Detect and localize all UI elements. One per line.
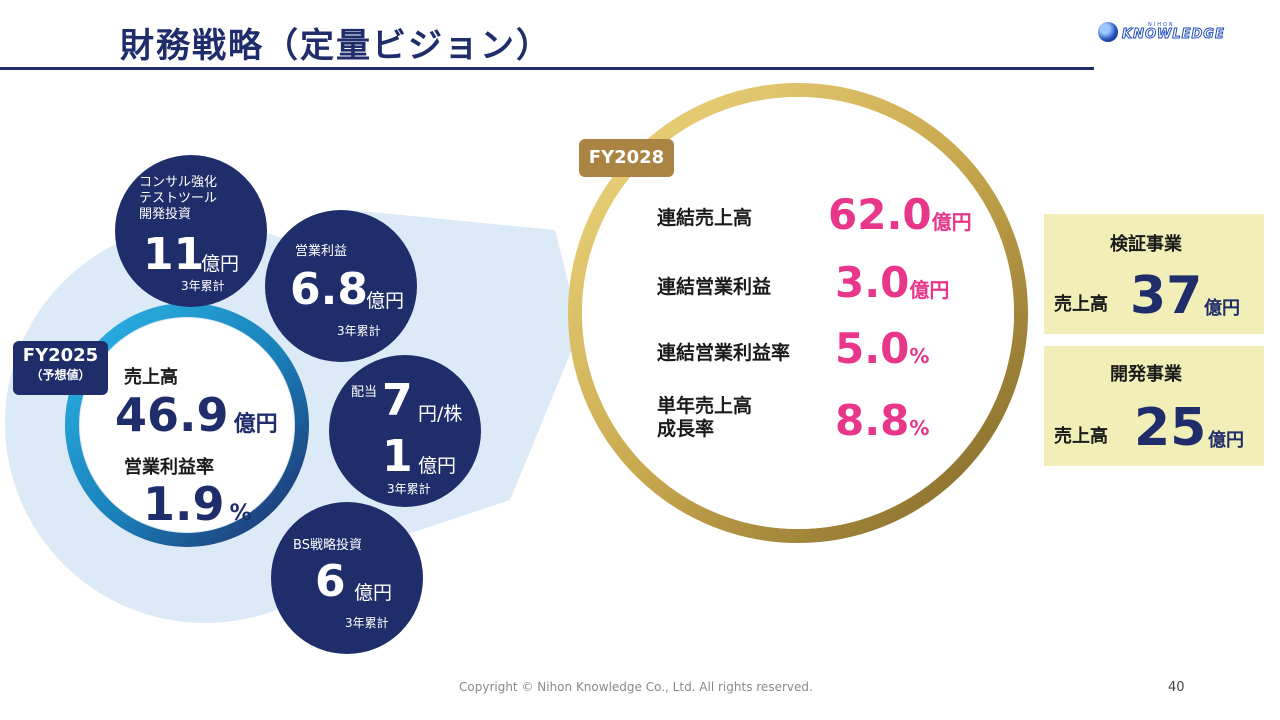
metric-sales-value: 62.0 bbox=[828, 190, 932, 239]
metric-label-growth: 単年売上高 成長率 bbox=[657, 395, 752, 441]
page-title: 財務戦略（定量ビジョン） bbox=[120, 26, 552, 66]
metric-op-profit-unit: 億円 bbox=[909, 278, 950, 302]
segment-development-label: 売上高 bbox=[1054, 426, 1108, 447]
logo-globe-icon bbox=[1098, 22, 1118, 42]
metric-op-margin-value: 5.0 bbox=[835, 324, 910, 373]
bs-invest-value: 6 bbox=[315, 556, 346, 607]
fy2025-margin-value: 1.9 bbox=[143, 477, 225, 531]
fy2025-inner bbox=[80, 318, 294, 532]
page-number: 40 bbox=[1168, 680, 1185, 695]
fy2028-ring bbox=[568, 83, 1028, 543]
company-logo: NIHON KNOWLEDGE bbox=[1098, 22, 1225, 42]
fy2025-year: FY2025 bbox=[22, 345, 99, 366]
dividend-unit-total: 億円 bbox=[418, 455, 457, 477]
logo-main-text: KNOWLEDGE bbox=[1122, 27, 1225, 42]
metric-label-growth-line1: 単年売上高 bbox=[657, 395, 753, 417]
segment-verification-unit: 億円 bbox=[1204, 298, 1240, 319]
bs-invest-unit: 億円 bbox=[354, 582, 393, 604]
consult-label-1: コンサル強化 bbox=[139, 175, 218, 190]
consult-invest-circle: コンサル強化 テストツール 開発投資 11 億円 3年累計 bbox=[115, 155, 267, 307]
fy2025-margin-label: 営業利益率 bbox=[124, 457, 214, 478]
metric-label-sales: 連結売上高 bbox=[657, 207, 753, 229]
metric-label-op-margin: 連結営業利益率 bbox=[657, 342, 791, 364]
metric-op-margin-unit: % bbox=[909, 344, 930, 368]
metric-label-growth-line2: 成長率 bbox=[657, 418, 715, 440]
fy2025-sales-unit: 億円 bbox=[233, 412, 278, 437]
dividend-value-total: 1 bbox=[382, 431, 413, 482]
metric-op-profit: 3.0億円 bbox=[835, 262, 949, 304]
segment-verification-title: 検証事業 bbox=[1110, 234, 1182, 255]
fy2028-badge: FY2028 bbox=[579, 139, 674, 177]
op-profit-label: 営業利益 bbox=[295, 244, 348, 259]
fy2025-ring bbox=[65, 303, 309, 547]
dividend-value-per-share: 7 bbox=[382, 375, 413, 426]
metric-sales: 62.0億円 bbox=[828, 194, 972, 236]
op-profit-unit: 億円 bbox=[366, 290, 405, 312]
segment-development-unit: 億円 bbox=[1208, 430, 1244, 451]
op-profit-value: 6.8 bbox=[290, 264, 368, 315]
segment-development-box: 開発事業 売上高 25 億円 bbox=[1044, 346, 1264, 466]
consult-value: 11 bbox=[143, 229, 205, 280]
op-profit-note: 3年累計 bbox=[337, 324, 381, 338]
fy2028-inner bbox=[582, 97, 1014, 529]
bs-invest-circle: BS戦略投資 6 億円 3年累計 bbox=[271, 502, 423, 654]
fy2025-margin-unit: % bbox=[229, 501, 252, 526]
metric-sales-unit: 億円 bbox=[931, 210, 972, 234]
metric-label-op-profit: 連結営業利益 bbox=[657, 276, 772, 298]
metric-growth: 8.8% bbox=[835, 400, 929, 442]
dividend-circle: 配当 7 円/株 1 億円 3年累計 bbox=[329, 355, 481, 507]
fy2025-sales-label: 売上高 bbox=[124, 367, 178, 388]
title-divider bbox=[0, 67, 1094, 70]
metric-growth-unit: % bbox=[909, 416, 930, 440]
consult-unit: 億円 bbox=[201, 253, 240, 275]
bs-invest-note: 3年累計 bbox=[345, 616, 389, 630]
logo-small-text: NIHON bbox=[1148, 22, 1175, 28]
fy2025-margin: 1.9 % bbox=[143, 481, 252, 527]
consult-note: 3年累計 bbox=[181, 279, 225, 293]
segment-development-value: 25 bbox=[1134, 398, 1207, 458]
fy2025-sales-value: 46.9 bbox=[115, 388, 229, 442]
consult-label-3: 開発投資 bbox=[139, 207, 192, 222]
metric-growth-value: 8.8 bbox=[835, 396, 910, 445]
bs-invest-label: BS戦略投資 bbox=[293, 538, 362, 553]
dividend-unit-per-share: 円/株 bbox=[418, 403, 463, 425]
metric-op-profit-value: 3.0 bbox=[835, 258, 910, 307]
segment-verification-box: 検証事業 売上高 37 億円 bbox=[1044, 214, 1264, 334]
metric-op-margin: 5.0% bbox=[835, 328, 929, 370]
segment-verification-label: 売上高 bbox=[1054, 294, 1108, 315]
segment-verification-value: 37 bbox=[1130, 266, 1203, 326]
consult-label-2: テストツール bbox=[139, 191, 218, 206]
dividend-label: 配当 bbox=[351, 385, 378, 400]
copyright: Copyright © Nihon Knowledge Co., Ltd. Al… bbox=[459, 680, 813, 694]
fy2025-note: （予想値） bbox=[30, 368, 91, 382]
op-profit-circle: 営業利益 6.8 億円 3年累計 bbox=[265, 210, 417, 362]
segment-development-title: 開発事業 bbox=[1110, 364, 1182, 385]
dividend-note: 3年累計 bbox=[387, 482, 431, 496]
fy2025-sales: 46.9 億円 bbox=[115, 392, 278, 438]
fy2025-badge: FY2025 （予想値） bbox=[13, 341, 108, 395]
